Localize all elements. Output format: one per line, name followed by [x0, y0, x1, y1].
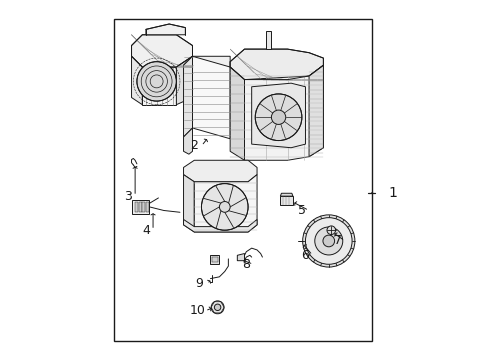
- Circle shape: [271, 110, 285, 125]
- Polygon shape: [183, 56, 192, 137]
- Polygon shape: [131, 35, 192, 67]
- Text: 4: 4: [142, 224, 149, 237]
- Text: 9: 9: [195, 278, 203, 291]
- Polygon shape: [244, 65, 323, 160]
- Text: 5: 5: [297, 204, 305, 217]
- Polygon shape: [192, 56, 230, 139]
- Polygon shape: [131, 56, 142, 105]
- Text: 10: 10: [189, 305, 205, 318]
- Polygon shape: [183, 56, 230, 76]
- Text: 7: 7: [333, 234, 341, 247]
- Text: 1: 1: [388, 185, 397, 199]
- Polygon shape: [176, 56, 192, 105]
- Circle shape: [219, 202, 230, 212]
- Polygon shape: [265, 31, 271, 49]
- Polygon shape: [308, 65, 323, 157]
- Polygon shape: [280, 196, 292, 205]
- Polygon shape: [139, 202, 142, 212]
- Polygon shape: [131, 200, 149, 214]
- Polygon shape: [237, 253, 244, 261]
- Circle shape: [137, 62, 176, 101]
- Polygon shape: [210, 255, 219, 264]
- Text: 2: 2: [190, 139, 198, 152]
- Polygon shape: [142, 202, 145, 212]
- Polygon shape: [251, 83, 305, 148]
- Polygon shape: [230, 49, 323, 80]
- Circle shape: [201, 184, 247, 230]
- Polygon shape: [183, 175, 194, 232]
- Text: 3: 3: [124, 190, 132, 203]
- Polygon shape: [183, 160, 257, 182]
- Circle shape: [326, 226, 335, 234]
- Circle shape: [255, 94, 301, 140]
- Polygon shape: [212, 257, 217, 262]
- Polygon shape: [183, 220, 257, 232]
- Circle shape: [302, 215, 354, 267]
- Circle shape: [314, 227, 342, 255]
- Polygon shape: [135, 202, 138, 212]
- Polygon shape: [145, 24, 185, 35]
- Polygon shape: [230, 67, 244, 160]
- Polygon shape: [145, 202, 148, 212]
- Text: 8: 8: [242, 258, 250, 271]
- Circle shape: [322, 235, 334, 247]
- Bar: [113, 19, 371, 341]
- Polygon shape: [280, 193, 292, 196]
- Circle shape: [214, 304, 221, 311]
- Polygon shape: [142, 67, 176, 105]
- Polygon shape: [194, 175, 257, 232]
- Polygon shape: [183, 128, 192, 154]
- Circle shape: [211, 301, 224, 314]
- Text: 6: 6: [301, 249, 309, 262]
- Circle shape: [305, 218, 351, 264]
